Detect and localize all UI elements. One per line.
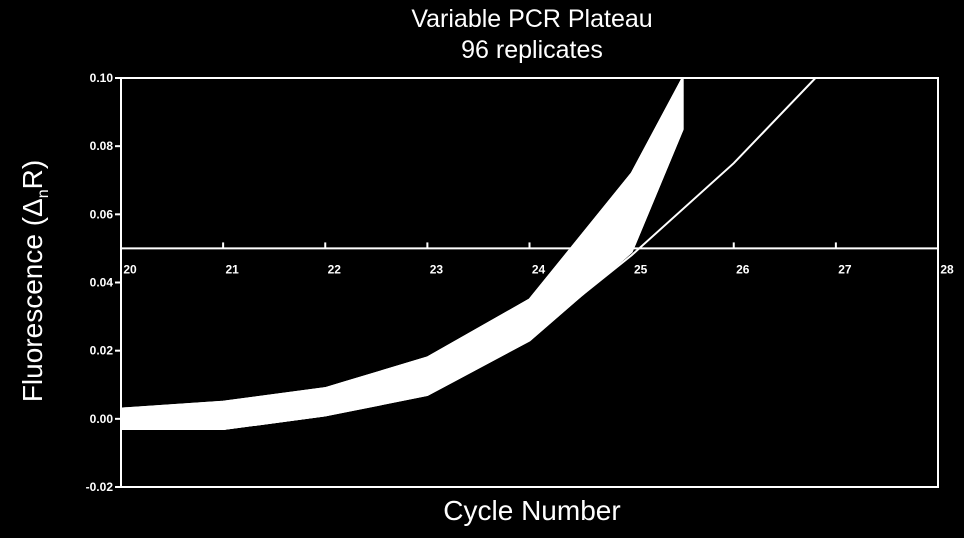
plot-area: 0.10 0.08 0.06 0.04 0.02 0.00 -0.02 20 21 22 23 24 2… bbox=[86, 71, 954, 494]
x-tick-label: 20 bbox=[123, 262, 137, 276]
series-line bbox=[121, 78, 684, 424]
y-tick-label: 0.06 bbox=[90, 207, 114, 221]
x-axis-title: Cycle Number bbox=[443, 495, 620, 526]
y-tick-label: 0.08 bbox=[90, 139, 114, 153]
y-tick-label: 0.04 bbox=[90, 276, 114, 290]
y-axis-title-end: R) bbox=[17, 160, 48, 190]
x-tick-label: 23 bbox=[430, 262, 444, 276]
x-tick-label: 24 bbox=[532, 262, 546, 276]
series-line bbox=[121, 78, 684, 414]
y-axis-title-delta: Δ bbox=[17, 198, 48, 217]
series-line bbox=[121, 78, 684, 420]
series-group bbox=[121, 78, 817, 431]
series-line bbox=[121, 111, 684, 427]
x-tick-label: 25 bbox=[634, 262, 648, 276]
series-line bbox=[121, 84, 684, 427]
y-axis-title: Fluorescence (ΔnR) bbox=[17, 160, 52, 402]
y-tick-label: 0.02 bbox=[90, 344, 114, 358]
y-axis-title-start: Fluorescence ( bbox=[17, 216, 48, 402]
x-tick-label: 26 bbox=[736, 262, 750, 276]
series-line bbox=[121, 78, 684, 410]
x-tick-label: 22 bbox=[328, 262, 342, 276]
y-axis-title-subscript: n bbox=[35, 189, 52, 198]
series-line bbox=[121, 94, 684, 427]
x-tick-label: 28 bbox=[940, 262, 954, 276]
y-tick-label: -0.02 bbox=[86, 480, 114, 494]
x-tick-label: 21 bbox=[225, 262, 239, 276]
y-tick-label: 0.10 bbox=[90, 71, 114, 85]
chart-subtitle: 96 replicates bbox=[461, 36, 603, 64]
series-line bbox=[121, 78, 684, 424]
y-tick-label: 0.00 bbox=[90, 412, 114, 426]
x-tick-label: 27 bbox=[838, 262, 852, 276]
late-series-line bbox=[121, 78, 817, 431]
chart-title: Variable PCR Plateau bbox=[411, 5, 652, 33]
